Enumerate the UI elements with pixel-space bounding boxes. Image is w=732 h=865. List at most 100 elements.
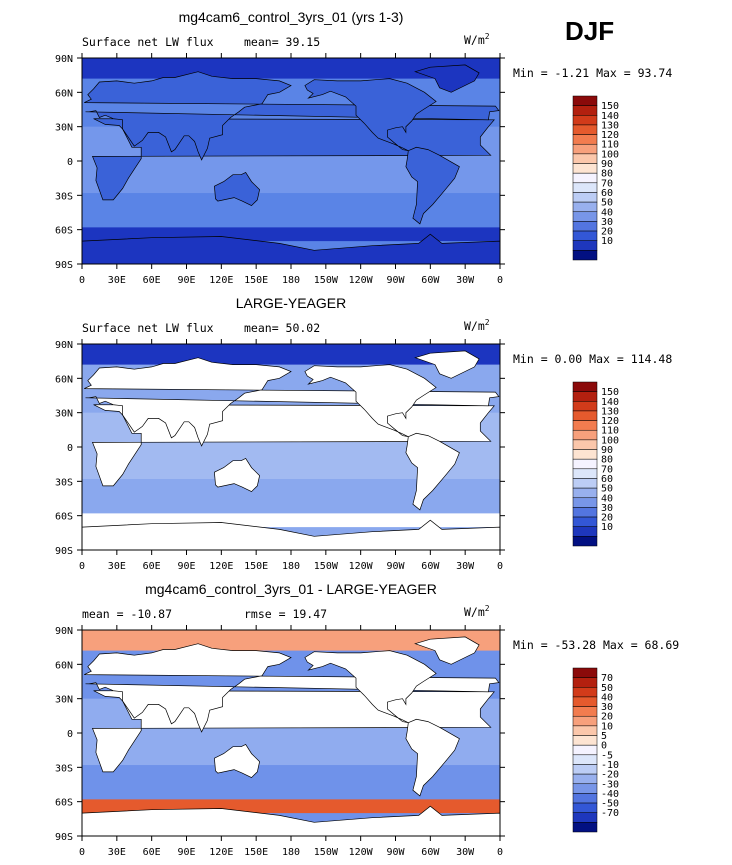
colorbar-swatch — [572, 401, 598, 412]
y-tick-label: 90S — [55, 832, 73, 843]
x-tick-label: 0 — [497, 561, 503, 572]
colorbar-swatch — [572, 478, 598, 489]
colorbar-label: 150 — [601, 101, 619, 112]
panels: mg4cam6_control_3yrs_01 (yrs 1-3) Surface… — [55, 9, 732, 858]
x-tick-label: 60E — [143, 561, 161, 572]
y-tick-label: 60S — [55, 512, 73, 523]
y-tick-label: 30N — [55, 123, 73, 134]
colorbar-swatch — [572, 420, 598, 431]
continent-eurasia — [502, 644, 732, 732]
y-tick-label: 90S — [55, 260, 73, 271]
x-tick-label: 30W — [456, 561, 475, 572]
colorbar-label: 70 — [601, 673, 613, 684]
min-max-text: Min = -53.28 Max = 68.69 — [513, 638, 679, 652]
map-panel-1: mg4cam6_control_3yrs_01 (yrs 1-3) Surface… — [55, 9, 732, 286]
colorbar-swatch — [572, 793, 598, 804]
colorbar-label: 70 — [601, 178, 613, 189]
x-tick-label: 0 — [79, 847, 85, 858]
arctic-band — [82, 344, 500, 365]
arctic-band — [82, 630, 500, 651]
colorbar-label: 20 — [601, 513, 613, 524]
units-base: W/m — [464, 319, 485, 333]
y-tick-label: 0 — [67, 729, 73, 740]
x-tick-label: 90E — [177, 847, 195, 858]
units-base: W/m — [464, 605, 485, 619]
colorbar-swatch — [572, 105, 598, 116]
x-tick-label: 60W — [421, 275, 440, 286]
map-panel-3: mg4cam6_control_3yrs_01 - LARGE-YEAGER me… — [55, 581, 732, 858]
colorbar-label: 130 — [601, 406, 619, 417]
colorbar-label: 90 — [601, 159, 613, 170]
x-tick-label: 120E — [209, 561, 233, 572]
colorbar-swatch — [572, 812, 598, 823]
continent-africa — [510, 119, 732, 200]
colorbar-swatch — [572, 516, 598, 527]
x-tick-label: 150E — [244, 847, 268, 858]
colorbar-swatch — [572, 211, 598, 222]
colorbar-swatch — [572, 536, 598, 547]
continent-australia — [214, 743, 260, 779]
colorbar-swatch — [572, 468, 598, 479]
colorbar-label: 120 — [601, 416, 619, 427]
colorbar-label: -70 — [601, 808, 619, 819]
x-tick-label: 90E — [177, 561, 195, 572]
colorbar-label: 130 — [601, 120, 619, 131]
continent-greenland — [414, 64, 480, 93]
colorbar-swatch — [572, 429, 598, 441]
x-tick-label: 30E — [108, 275, 126, 286]
colorbar-swatch — [572, 744, 598, 756]
y-tick-label: 60N — [55, 660, 73, 671]
colorbar-swatch — [572, 725, 598, 736]
continent-samerica — [405, 432, 460, 511]
x-tick-label: 60E — [143, 275, 161, 286]
units-exponent: 2 — [485, 318, 490, 327]
field-label: mean = -10.87 — [82, 607, 172, 621]
colorbar-label: 80 — [601, 169, 613, 180]
colorbar-swatch — [572, 458, 598, 470]
colorbar-swatch — [572, 497, 598, 508]
y-tick-label: 90N — [55, 54, 73, 65]
colorbar-label: 40 — [601, 493, 613, 504]
colorbar-swatch — [572, 250, 598, 261]
continent-australia — [214, 171, 260, 207]
x-tick-label: 120E — [209, 275, 233, 286]
x-tick-label: 120W — [349, 561, 374, 572]
colorbar-label: 140 — [601, 111, 619, 122]
x-tick-label: 180 — [282, 561, 300, 572]
y-tick-label: 30S — [55, 477, 73, 488]
units-base: W/m — [464, 33, 485, 47]
x-tick-label: 150W — [314, 847, 339, 858]
colorbar-swatch — [572, 221, 598, 232]
colorbar-label: -30 — [601, 779, 619, 790]
colorbar-label: 10 — [601, 236, 613, 247]
colorbar-swatch — [572, 715, 598, 727]
continent-africa — [510, 405, 732, 486]
colorbar-label: 60 — [601, 474, 613, 485]
x-tick-label: 150W — [314, 275, 339, 286]
x-tick-label: 30E — [108, 561, 126, 572]
colorbar-swatch — [572, 696, 598, 707]
x-tick-label: 90E — [177, 275, 195, 286]
y-tick-label: 90S — [55, 546, 73, 557]
colorbar-swatch — [572, 822, 598, 833]
continent-namerica — [304, 78, 437, 152]
x-tick-label: 150E — [244, 561, 268, 572]
colorbar-swatch — [572, 134, 598, 145]
map-panel-2: LARGE-YEAGER Surface net LW flux mean= 50.… — [55, 295, 732, 572]
y-tick-label: 60N — [55, 88, 73, 99]
x-tick-label: 90W — [386, 561, 405, 572]
x-tick-label: 120W — [349, 275, 374, 286]
field-label: Surface net LW flux — [82, 35, 214, 49]
contour-field — [82, 630, 732, 836]
continent-greenland — [414, 636, 480, 665]
x-tick-label: 120W — [349, 847, 374, 858]
colorbar-swatch — [572, 449, 598, 460]
x-tick-label: 60E — [143, 847, 161, 858]
colorbar-label: -40 — [601, 789, 619, 800]
colorbar-label: 150 — [601, 387, 619, 398]
colorbar-label: -10 — [601, 760, 619, 771]
stat-value: mean= 50.02 — [244, 321, 320, 335]
y-tick-label: 0 — [67, 157, 73, 168]
continent-australia — [214, 457, 260, 493]
